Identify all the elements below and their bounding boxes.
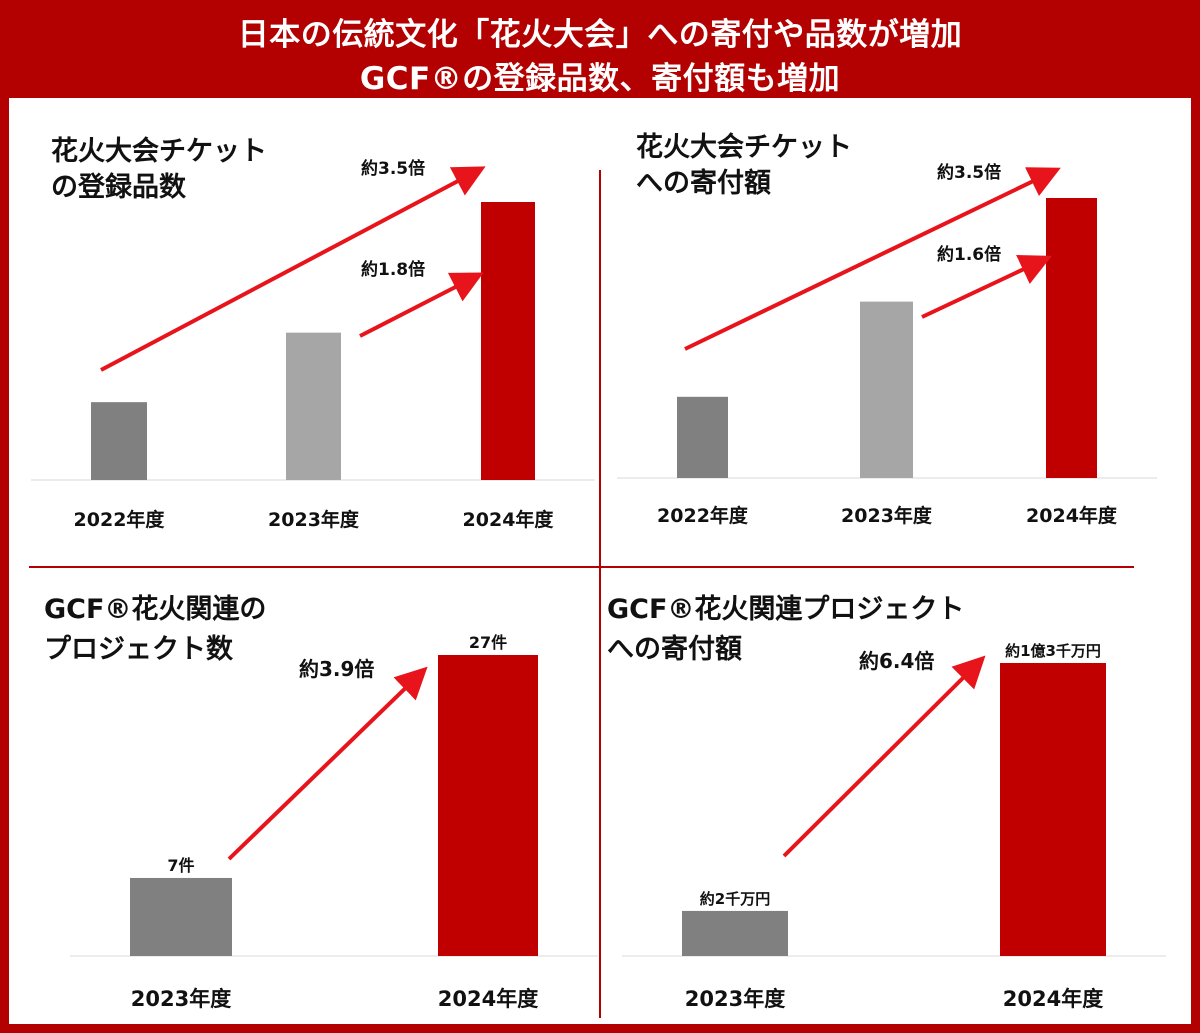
chart-4-title-line-2: への寄付額 — [607, 633, 742, 665]
chart-3-multiplier-label-1: 約3.9倍 — [299, 657, 374, 681]
horizontal-divider — [29, 566, 1134, 568]
chart-1-bar-1 — [91, 402, 147, 480]
chart-4-category-label-1: 2023年度 — [685, 987, 785, 1011]
chart-3-bar-1 — [130, 877, 232, 956]
chart-1-growth-arrow-2 — [359, 272, 484, 338]
chart-panel: 花火大会チケット の登録品数 2022年度 2023年度 2024年度 約3.5倍 約1.8… — [9, 98, 1191, 1024]
chart-3-title-line-2: プロジェクト数 — [44, 634, 234, 665]
header-banner: 日本の伝統文化「花火大会」への寄付や品数が増加 GCF®の登録品数、寄付額も増加 — [0, 0, 1200, 98]
headline-line-1: 日本の伝統文化「花火大会」への寄付や品数が増加 — [237, 17, 963, 53]
chart-4-title-line-1: GCF®花火関連プロジェクト — [607, 594, 964, 625]
chart-2-title-line-1: 花火大会チケット — [636, 132, 852, 163]
chart-2-bar-2 — [860, 301, 913, 478]
chart-3-value-label-1: 7件 — [167, 856, 194, 875]
chart-2-category-label-3: 2024年度 — [1026, 504, 1118, 527]
chart-1-bar-2 — [286, 332, 341, 480]
chart-2-bar-1 — [677, 396, 728, 478]
chart-4-bar-1 — [682, 910, 788, 956]
chart-1-growth-arrow-1 — [100, 166, 486, 372]
chart-4-category-label-2: 2024年度 — [1003, 987, 1103, 1011]
chart-4-value-label-2: 約1億3千万円 — [1005, 642, 1101, 660]
chart-2-multiplier-label-2: 約1.6倍 — [937, 244, 1001, 265]
chart-3-bar-2 — [438, 655, 538, 956]
chart-2-category-label-2: 2023年度 — [841, 504, 933, 527]
chart-3-growth-arrow-1 — [227, 666, 428, 861]
chart-1-title-line-1: 花火大会チケット — [51, 136, 267, 167]
chart-3-category-label-1: 2023年度 — [131, 987, 231, 1011]
chart-4-growth-arrow-1 — [782, 655, 986, 858]
chart-1-bar-3 — [481, 202, 535, 480]
chart-4-multiplier-label-1: 約6.4倍 — [859, 649, 934, 673]
chart-3-category-label-2: 2024年度 — [438, 987, 538, 1011]
chart-1-category-label-1: 2022年度 — [74, 508, 166, 531]
chart-1-multiplier-label-1: 約3.5倍 — [361, 158, 425, 179]
chart-1-multiplier-label-2: 約1.8倍 — [361, 259, 425, 280]
chart-3-value-label-2: 27件 — [469, 633, 507, 652]
vertical-divider — [599, 170, 601, 1018]
chart-4-value-label-1: 約2千万円 — [700, 890, 770, 908]
chart-3-title-line-1: GCF®花火関連の — [44, 594, 266, 625]
chart-2-bar-3 — [1046, 198, 1097, 478]
chart-1-title-line-2: の登録品数 — [51, 171, 187, 203]
chart-2-growth-arrow-1 — [684, 167, 1061, 351]
headline-line-2: GCF®の登録品数、寄付額も増加 — [359, 61, 841, 97]
chart-2-multiplier-label-1: 約3.5倍 — [937, 162, 1001, 183]
chart-2-title-line-2: への寄付額 — [636, 167, 771, 199]
chart-1-category-label-3: 2024年度 — [463, 508, 555, 531]
chart-1-category-label-2: 2023年度 — [268, 508, 360, 531]
chart-4-bar-2 — [1000, 663, 1106, 956]
chart-2-category-label-1: 2022年度 — [657, 504, 749, 527]
chart-2-growth-arrow-2 — [921, 255, 1052, 319]
